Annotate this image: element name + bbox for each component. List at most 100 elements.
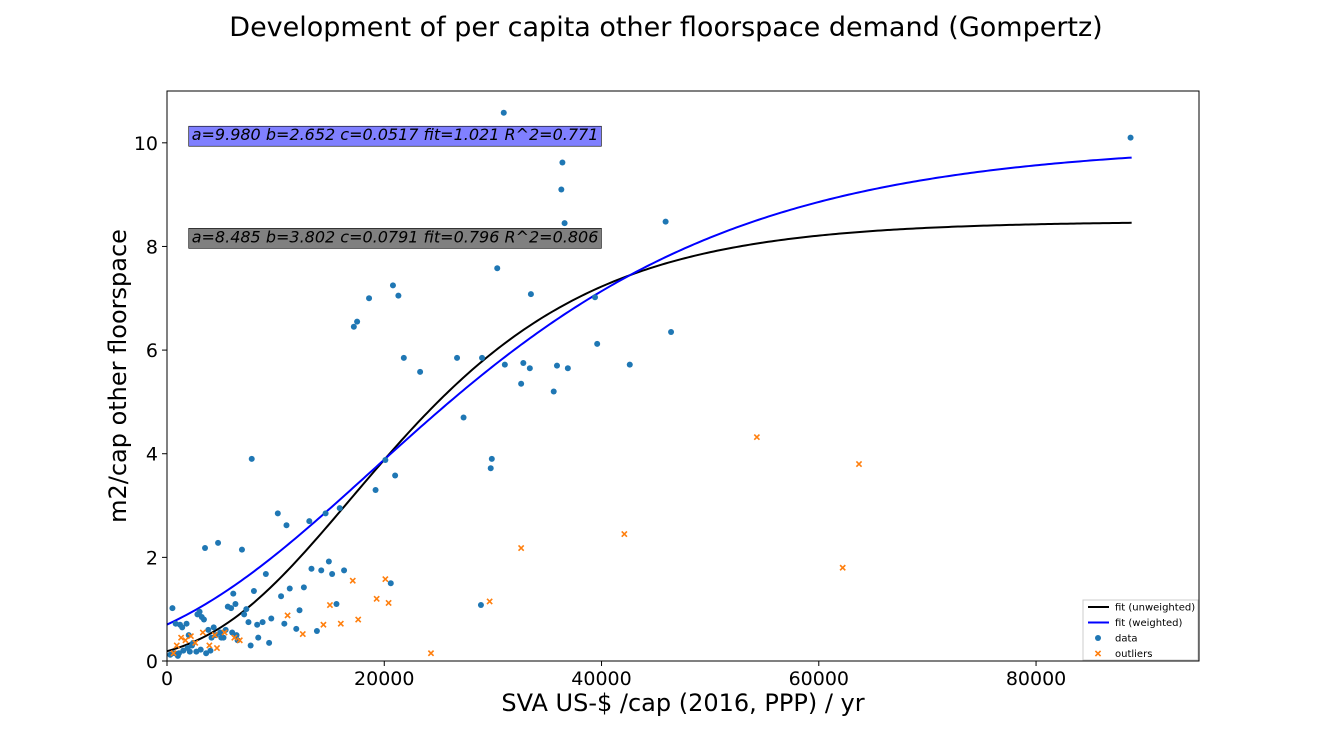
data-point	[250, 588, 257, 595]
data-point	[550, 388, 557, 395]
data-point	[175, 650, 182, 657]
annotation: a=9.980 b=2.652 c=0.0517 fit=1.021 R^2=0…	[188, 125, 602, 147]
data-point	[594, 340, 601, 347]
x-tick-label: 60000	[789, 668, 849, 690]
x-tick-label: 80000	[1006, 668, 1066, 690]
data-point	[286, 585, 293, 592]
data-point	[230, 590, 237, 597]
data-point	[266, 639, 273, 646]
annotation-text: a=8.485 b=3.802 c=0.0791 fit=0.796 R^2=0…	[192, 227, 599, 246]
legend-item: data	[1095, 634, 1138, 645]
outlier-point	[221, 629, 228, 636]
y-tick-label: 8	[146, 236, 158, 258]
outlier-point	[187, 632, 195, 640]
legend-item: fit (weighted)	[1088, 618, 1183, 629]
data-point	[333, 601, 340, 607]
data-point	[336, 505, 343, 512]
legend-label: fit (weighted)	[1115, 618, 1183, 629]
data-point	[232, 601, 239, 607]
data-point	[564, 365, 571, 372]
data-point	[487, 465, 494, 472]
data-point	[207, 647, 214, 654]
x-axis-label: SVA US-$ /cap (2016, PPP) / yr	[501, 689, 864, 717]
fit-curve	[166, 221, 1132, 653]
outlier-point	[236, 637, 243, 644]
data-point	[205, 626, 212, 633]
fit-curve	[166, 156, 1132, 626]
data-point	[218, 634, 225, 641]
y-tick-label: 6	[146, 340, 158, 362]
data-point	[526, 365, 533, 372]
data-point	[186, 648, 193, 655]
data-point	[238, 546, 245, 553]
data-point	[202, 545, 209, 552]
outlier-point	[199, 629, 207, 636]
annotation: a=8.485 b=3.802 c=0.0791 fit=0.796 R^2=0…	[188, 227, 602, 249]
data-point	[322, 510, 329, 517]
y-tick-label: 4	[146, 444, 158, 466]
data-point	[228, 605, 235, 612]
data-point	[217, 629, 224, 636]
outlier-point	[177, 634, 185, 641]
data-point	[268, 615, 275, 622]
outlier-point	[385, 599, 392, 607]
data-point	[382, 456, 389, 463]
data-point	[308, 565, 315, 572]
y-axis-label: m2/cap other floorspace	[104, 229, 132, 523]
data-point	[350, 323, 357, 330]
data-point	[248, 455, 255, 462]
y-tick-label: 2	[146, 547, 158, 569]
data-point	[183, 620, 190, 627]
legend-item: fit (unweighted)	[1088, 603, 1195, 614]
data-point	[325, 558, 332, 565]
data-point	[313, 627, 320, 634]
data-point	[494, 265, 501, 272]
data-point	[479, 354, 486, 361]
outlier-point	[299, 630, 306, 638]
legend-label: outliers	[1115, 649, 1152, 660]
data-point	[400, 354, 407, 361]
legend: fit (unweighted) fit (weighted) data outlie…	[1082, 599, 1199, 661]
y-tick-label: 0	[146, 651, 158, 673]
data-point	[243, 606, 250, 613]
outlier-point	[753, 433, 761, 441]
plot-area	[167, 91, 1199, 661]
data-point	[392, 472, 399, 479]
fit-curves	[166, 156, 1132, 653]
outlier-point	[206, 642, 213, 649]
data-point	[501, 361, 508, 368]
data-point	[200, 616, 207, 623]
data-point	[274, 510, 281, 517]
data-point	[197, 646, 204, 653]
data-point	[196, 608, 203, 615]
data-point	[520, 360, 527, 367]
data-point	[247, 642, 254, 649]
outlier-point	[839, 564, 846, 571]
data-point	[417, 368, 424, 375]
annotation-box	[188, 228, 602, 249]
data-point	[262, 570, 269, 577]
annotation-text: a=9.980 b=2.652 c=0.0517 fit=1.021 R^2=0…	[192, 125, 599, 144]
data-point	[318, 567, 325, 574]
x-tick-label: 40000	[571, 668, 631, 690]
data-point	[341, 567, 348, 574]
data-point	[372, 487, 379, 493]
data-point	[477, 602, 484, 609]
outlier-point	[427, 650, 435, 657]
data-point	[306, 518, 313, 525]
data-point	[488, 455, 495, 462]
data-point	[1127, 134, 1134, 141]
y-tick-label: 10	[134, 133, 158, 155]
annotations: a=9.980 b=2.652 c=0.0517 fit=1.021 R^2=0…	[188, 125, 602, 249]
chart-title: Development of per capita other floorspa…	[229, 12, 1102, 43]
data-point	[460, 414, 467, 421]
data-point	[283, 522, 290, 529]
data-point	[553, 362, 560, 369]
outlier-point	[231, 634, 238, 641]
outlier-point	[355, 616, 362, 623]
data-point	[662, 218, 669, 225]
data-point	[254, 621, 261, 628]
outlier-point	[170, 650, 177, 657]
data-point	[387, 580, 394, 587]
